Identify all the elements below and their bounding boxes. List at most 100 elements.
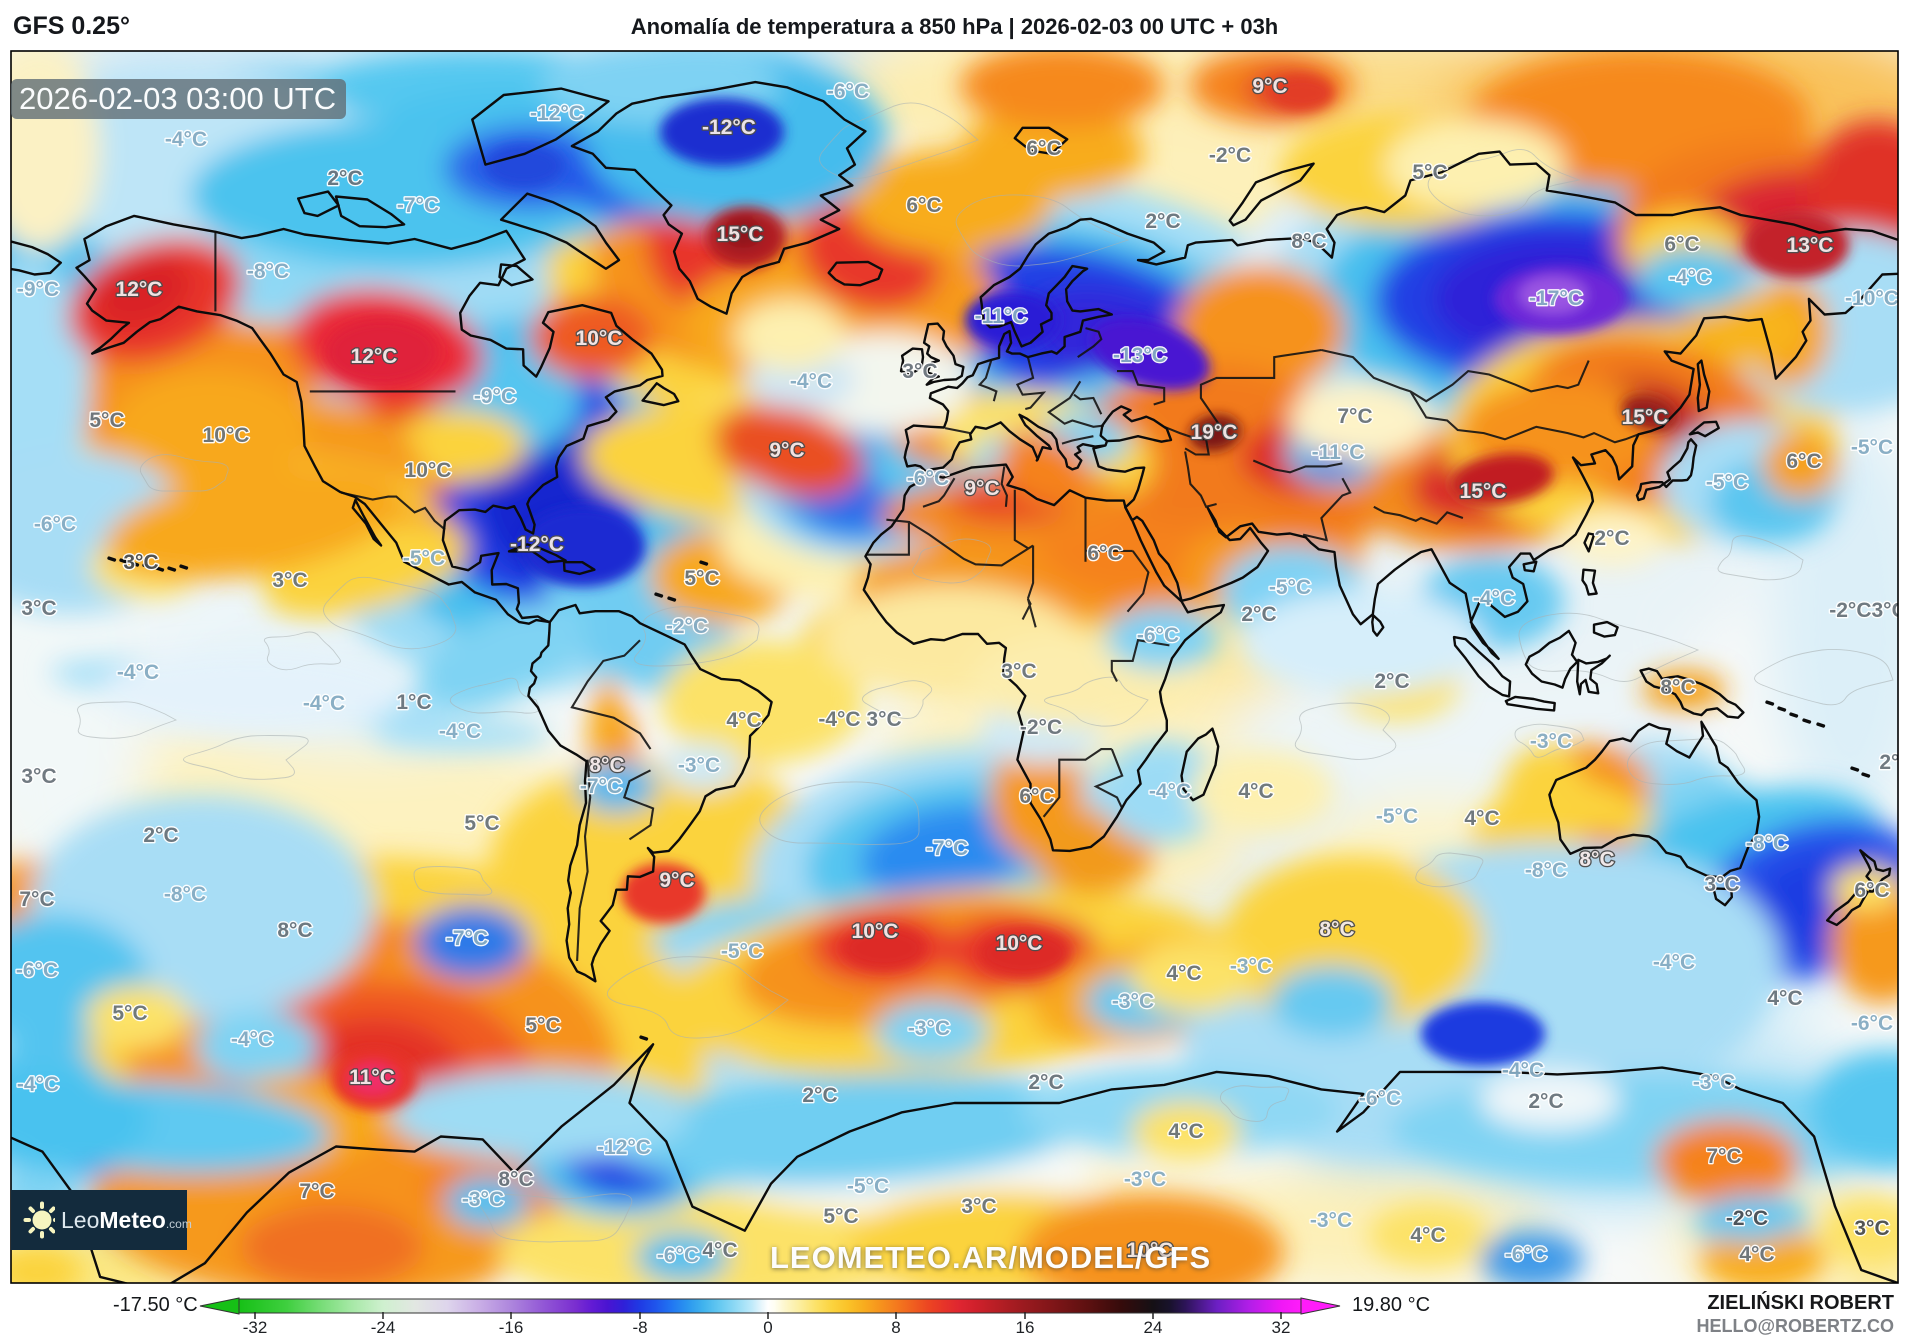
svg-text:-4°C: -4°C [1149,780,1191,803]
svg-text:-12°C: -12°C [530,102,584,125]
svg-text:-12°C: -12°C [702,116,756,139]
svg-text:2°C: 2°C [1374,670,1409,693]
svg-text:4°C: 4°C [702,1239,737,1262]
svg-text:-5°C: -5°C [403,547,445,570]
svg-text:-9°C: -9°C [17,278,59,301]
svg-text:-9°C: -9°C [474,385,516,408]
svg-text:-5°C: -5°C [1376,805,1418,828]
svg-text:8°C: 8°C [1291,230,1326,253]
svg-text:19°C: 19°C [1191,421,1238,444]
svg-text:8°C: 8°C [1579,848,1614,871]
svg-text:8°C: 8°C [498,1168,533,1191]
svg-text:8: 8 [891,1318,900,1337]
svg-text:-10°C: -10°C [1845,287,1899,310]
svg-text:-11°C: -11°C [975,305,1028,328]
svg-text:-6°C: -6°C [34,513,76,536]
svg-text:-13°C: -13°C [1113,344,1167,367]
svg-text:-5°C: -5°C [1851,436,1893,459]
svg-text:0: 0 [763,1318,772,1337]
svg-text:3°C: 3°C [21,765,56,788]
svg-text:4°C: 4°C [1168,1120,1203,1143]
svg-text:7°C: 7°C [299,1180,334,1203]
svg-text:-4°C: -4°C [303,692,345,715]
svg-text:2°C: 2°C [1528,1090,1563,1113]
svg-text:10°C: 10°C [1127,1239,1174,1262]
svg-text:-3°C: -3°C [1112,990,1154,1013]
svg-text:-8°C: -8°C [164,883,206,906]
svg-text:6°C: 6°C [1664,233,1699,256]
svg-text:-3°C: -3°C [1530,730,1572,753]
svg-text:-4°C: -4°C [790,370,832,393]
svg-text:-5°C: -5°C [721,940,763,963]
svg-text:11°C: 11°C [349,1066,395,1089]
svg-text:-3°C: -3°C [908,1017,950,1040]
svg-text:-2°C3°C: -2°C3°C [1829,599,1906,622]
svg-text:3°C: 3°C [961,1195,996,1218]
svg-text:-4°C: -4°C [1502,1059,1544,1082]
svg-text:-7°C: -7°C [446,927,488,950]
svg-text:6°C: 6°C [1019,785,1054,808]
svg-text:-32: -32 [243,1318,268,1337]
svg-text:-6°C: -6°C [827,80,869,103]
svg-text:4°C: 4°C [1166,962,1201,985]
svg-text:-3°C: -3°C [678,754,720,777]
svg-text:6°C: 6°C [1087,542,1122,565]
svg-text:-2°C: -2°C [666,615,708,638]
svg-text:-7°C: -7°C [580,775,622,798]
svg-text:-7°C: -7°C [926,837,968,860]
svg-text:3°C: 3°C [902,360,937,383]
svg-text:15°C: 15°C [717,223,764,246]
svg-text:12°C: 12°C [351,345,398,368]
svg-text:32: 32 [1272,1318,1291,1337]
svg-text:2°C: 2°C [1241,603,1276,626]
svg-text:-17°C: -17°C [1529,287,1583,310]
svg-text:6°C: 6°C [1786,450,1821,473]
svg-text:4°C: 4°C [1767,987,1802,1010]
svg-text:8°C: 8°C [589,754,624,777]
svg-text:5°C: 5°C [823,1205,858,1228]
svg-text:9°C: 9°C [1252,75,1287,98]
svg-text:-8°C: -8°C [1746,832,1788,855]
svg-text:10°C: 10°C [203,424,250,447]
svg-text:7°C: 7°C [1706,1145,1741,1168]
svg-text:3°C: 3°C [1854,1217,1889,1240]
svg-text:-4°C: -4°C [1669,266,1711,289]
svg-text:-2°C: -2°C [1726,1207,1768,1230]
svg-text:4°C: 4°C [726,709,761,732]
svg-text:-4°C: -4°C [1653,951,1695,974]
svg-text:-3°C: -3°C [1230,955,1272,978]
svg-text:-4°C: -4°C [165,128,207,151]
svg-text:4°C: 4°C [1238,780,1273,803]
svg-text:2°C: 2°C [1594,527,1629,550]
svg-text:24: 24 [1144,1318,1163,1337]
svg-text:2°C: 2°C [1028,1071,1063,1094]
svg-text:15°C: 15°C [1460,480,1507,503]
svg-text:12°C: 12°C [116,278,163,301]
svg-text:-2°C: -2°C [1209,144,1251,167]
svg-text:-6°C: -6°C [1851,1012,1893,1035]
svg-text:-24: -24 [371,1318,396,1337]
svg-text:-12°C: -12°C [510,533,564,556]
svg-text:4°C: 4°C [1464,807,1499,830]
svg-text:-5°C: -5°C [1269,576,1311,599]
svg-text:7°C: 7°C [19,888,54,911]
svg-text:8°C: 8°C [1319,918,1354,941]
svg-text:5°C: 5°C [89,409,124,432]
svg-text:-6°C: -6°C [1505,1243,1547,1266]
svg-text:8°C: 8°C [1660,676,1695,699]
svg-text:-4°C: -4°C [231,1028,273,1051]
svg-text:-6°C: -6°C [1359,1087,1401,1110]
svg-text:9°C: 9°C [659,869,694,892]
svg-text:9°C: 9°C [769,439,804,462]
svg-text:-4°C: -4°C [17,1073,59,1096]
svg-text:6°C: 6°C [906,194,941,217]
svg-text:6°C: 6°C [1854,879,1889,902]
svg-text:-6°C: -6°C [657,1244,699,1267]
svg-text:-6°C: -6°C [907,467,949,490]
svg-text:5°C: 5°C [464,812,499,835]
svg-text:5°C: 5°C [1412,161,1447,184]
svg-text:-2°C: -2°C [1020,716,1062,739]
svg-text:10°C: 10°C [996,932,1043,955]
svg-text:2°C: 2°C [327,167,362,190]
svg-text:-3°C: -3°C [462,1188,504,1211]
